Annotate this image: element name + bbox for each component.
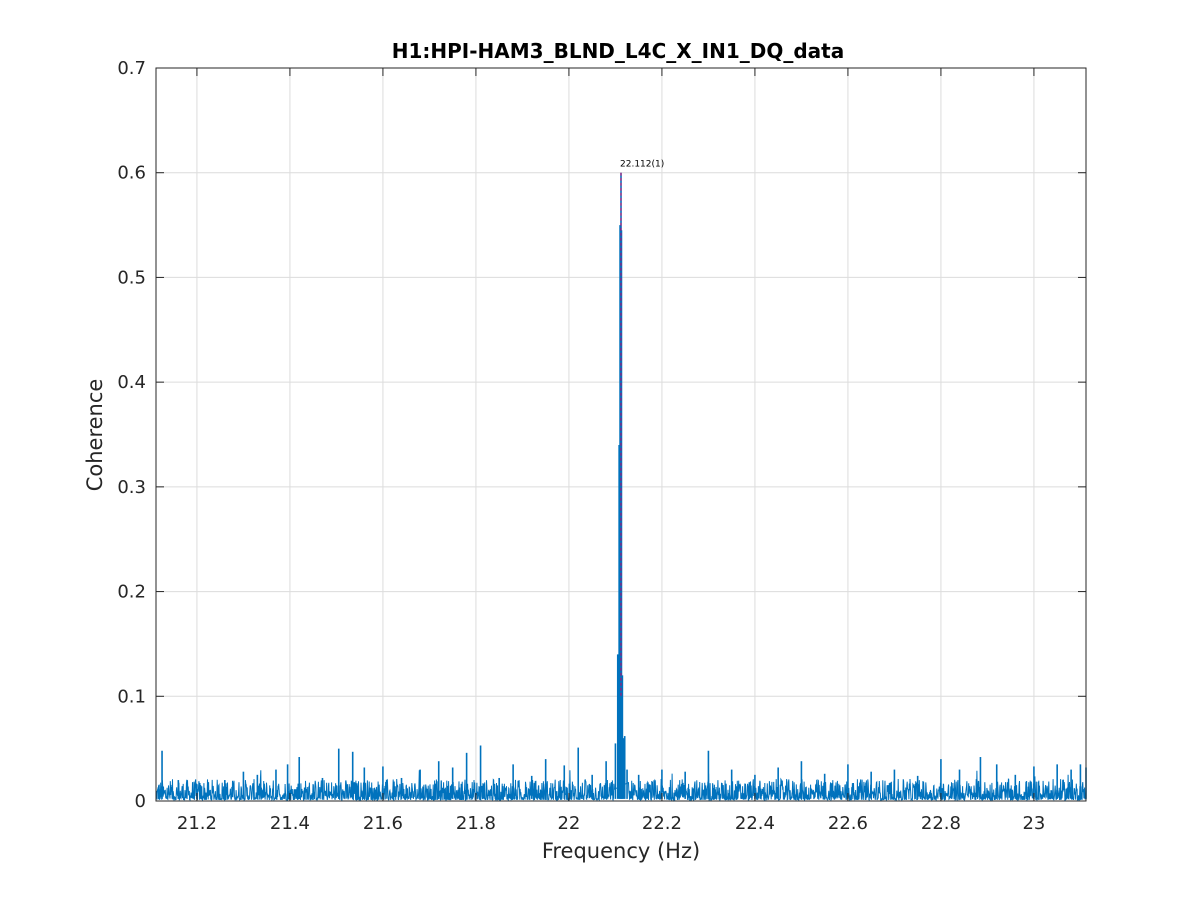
x-ticks: 21.2 21.4 21.6 21.8 22 22.2 22.4 22.6 22.8 23 bbox=[177, 68, 1045, 834]
x-tick-label: 22.4 bbox=[735, 813, 775, 834]
y-tick-label: 0.4 bbox=[117, 372, 146, 393]
x-tick-label: 22.8 bbox=[921, 813, 961, 834]
y-tick-label: 0 bbox=[135, 791, 146, 812]
x-tick-label: 21.4 bbox=[270, 813, 310, 834]
x-tick-label: 21.6 bbox=[363, 813, 403, 834]
y-axis-label: Coherence bbox=[83, 379, 107, 492]
x-tick-label: 22 bbox=[557, 813, 580, 834]
x-tick-label: 21.2 bbox=[177, 813, 217, 834]
x-tick-label: 23 bbox=[1022, 813, 1045, 834]
x-tick-label: 22.2 bbox=[642, 813, 682, 834]
noise-trace bbox=[155, 770, 1087, 802]
axes-box bbox=[155, 67, 1087, 802]
x-axis-label: Frequency (Hz) bbox=[542, 839, 700, 863]
peak-annotation: 22.112(1) bbox=[620, 160, 664, 170]
noise-floor bbox=[155, 770, 1087, 802]
y-ticks: 0 0.1 0.2 0.3 0.4 0.5 0.6 0.7 bbox=[117, 58, 1086, 812]
chart-title: H1:HPI-HAM3_BLND_L4C_X_IN1_DQ_data bbox=[392, 39, 844, 63]
y-tick-label: 0.7 bbox=[117, 58, 146, 79]
x-tick-label: 22.6 bbox=[828, 813, 868, 834]
x-tick-label: 21.8 bbox=[456, 813, 496, 834]
y-tick-label: 0.6 bbox=[117, 163, 146, 184]
y-tick-label: 0.1 bbox=[117, 686, 146, 707]
y-tick-label: 0.3 bbox=[117, 477, 146, 498]
y-tick-label: 0.5 bbox=[117, 267, 146, 288]
peak-marker-layer: 22.112(1) bbox=[620, 160, 664, 697]
y-tick-label: 0.2 bbox=[117, 582, 146, 603]
